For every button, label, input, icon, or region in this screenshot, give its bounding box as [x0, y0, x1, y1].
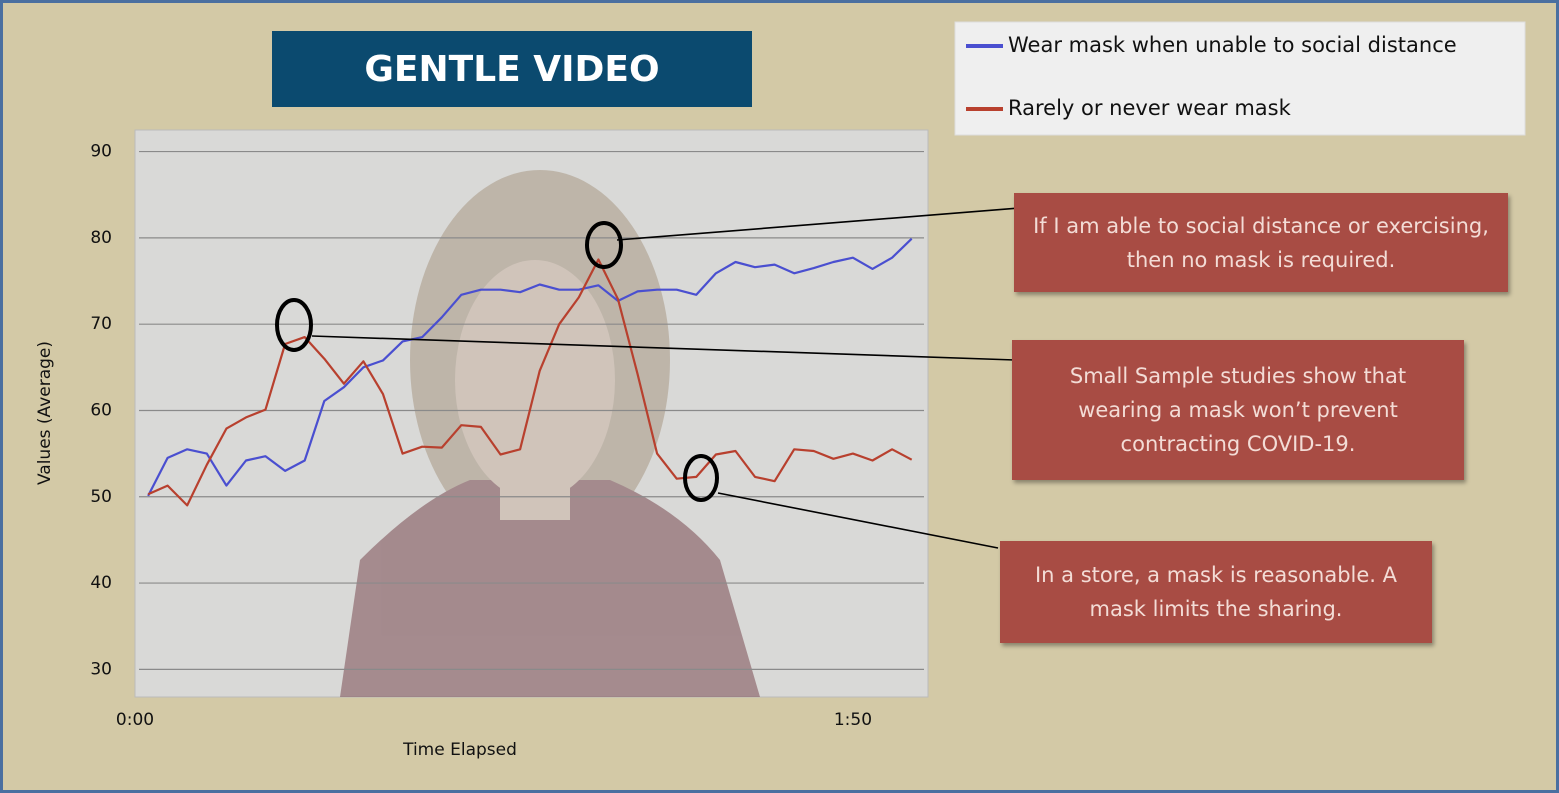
y-tick-label: 60 [90, 400, 112, 420]
y-tick-label: 50 [90, 487, 112, 507]
x-axis-label: Time Elapsed [402, 740, 517, 760]
page: GENTLE VIDEO Time Elapsed Values (Averag… [0, 0, 1559, 793]
callout: If I am able to social distance or exerc… [1014, 193, 1508, 292]
legend-label: Wear mask when unable to social distance [1008, 33, 1457, 57]
legend-label: Rarely or never wear mask [1008, 96, 1292, 120]
y-tick-label: 40 [90, 573, 112, 593]
callout: In a store, a mask is reasonable. A mask… [1000, 541, 1432, 643]
callout: Small Sample studies show that wearing a… [1012, 340, 1464, 480]
x-tick-label: 1:50 [834, 710, 872, 730]
y-tick-label: 30 [90, 659, 112, 679]
y-tick-label: 70 [90, 314, 112, 334]
y-axis-label: Values (Average) [35, 341, 55, 485]
y-tick-label: 90 [90, 142, 112, 162]
chart-title: GENTLE VIDEO [364, 49, 659, 90]
x-tick-label: 0:00 [116, 710, 154, 730]
y-tick-label: 80 [90, 228, 112, 248]
